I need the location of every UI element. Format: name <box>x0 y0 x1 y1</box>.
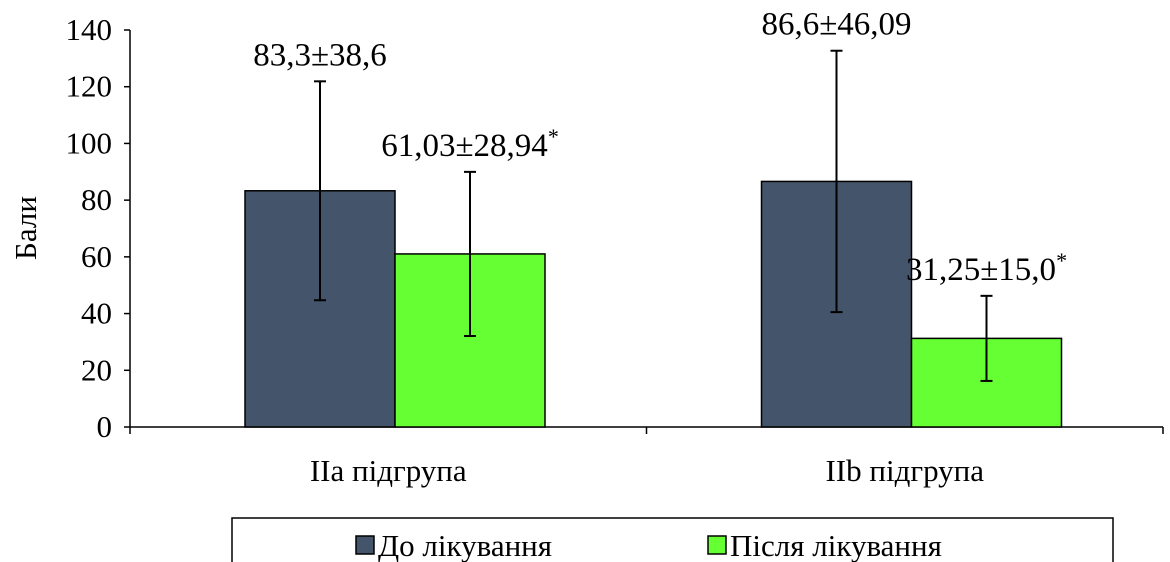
bars <box>245 51 1062 427</box>
y-tick-label: 20 <box>81 352 112 387</box>
y-tick-label: 0 <box>97 409 113 444</box>
y-tick-label: 80 <box>81 182 112 217</box>
data-label: 31,25±15,0* <box>906 248 1067 288</box>
data-label: 83,3±38,6 <box>253 37 387 73</box>
y-tick-label: 100 <box>66 125 113 160</box>
y-tick-label: 60 <box>81 239 112 274</box>
y-tick-label: 40 <box>81 296 112 331</box>
y-tick-label: 120 <box>66 69 113 104</box>
legend-swatch <box>356 536 374 554</box>
y-axis-label: Бали <box>8 196 43 260</box>
x-category-label: IIb підгрупа <box>825 453 984 488</box>
significance-mark: * <box>1056 248 1067 273</box>
y-tick-label: 140 <box>66 12 113 47</box>
data-label: 61,03±28,94* <box>381 124 559 164</box>
legend: До лікування Після лікування <box>232 518 1113 562</box>
y-axis: 0 20 40 60 80 100 120 140 <box>66 12 131 444</box>
x-category-label: IIa підгрупа <box>310 453 467 488</box>
legend-label: Після лікування <box>730 528 942 562</box>
significance-mark: * <box>548 124 559 149</box>
data-label: 86,6±46,09 <box>761 7 911 43</box>
legend-label: До лікування <box>378 528 552 562</box>
legend-swatch <box>708 536 726 554</box>
x-axis: IIa підгрупа IIb підгрупа <box>130 427 1163 488</box>
